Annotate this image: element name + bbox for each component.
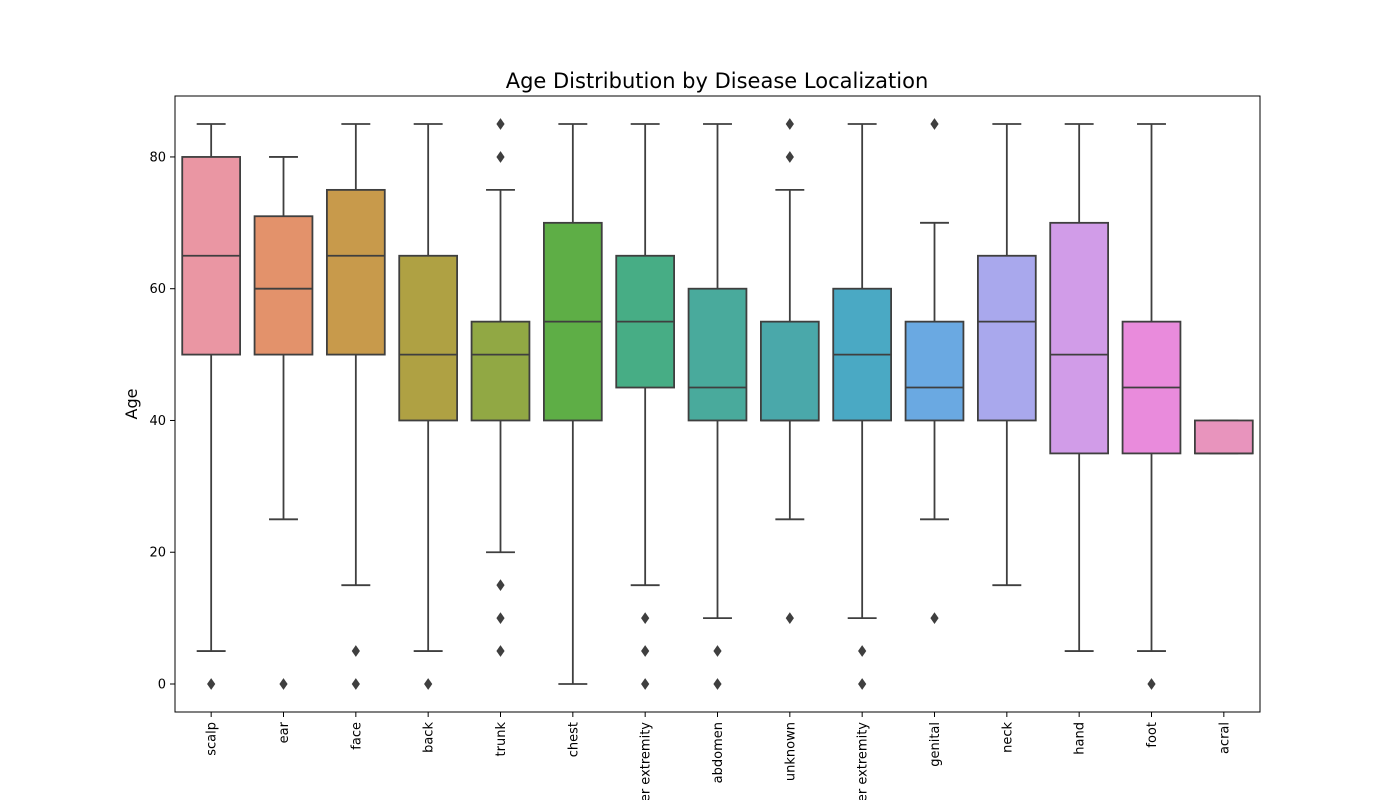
box-iqr bbox=[253, 215, 314, 356]
box-upper-extremity bbox=[615, 123, 676, 690]
x-tick-label: upper extremity bbox=[639, 722, 654, 800]
box-iqr bbox=[760, 320, 820, 422]
outlier-point bbox=[641, 645, 650, 657]
x-tick-label: foot bbox=[1145, 722, 1160, 748]
box-face bbox=[325, 123, 386, 690]
outlier-point bbox=[496, 579, 505, 592]
outlier-point bbox=[858, 678, 867, 690]
y-tick-label: 20 bbox=[149, 546, 166, 561]
box-iqr bbox=[470, 320, 531, 422]
outlier-point bbox=[351, 645, 360, 657]
y-tick-label: 80 bbox=[149, 150, 166, 165]
outlier-point bbox=[930, 612, 939, 624]
y-tick-label: 60 bbox=[149, 282, 166, 297]
box-lower-extremity bbox=[832, 123, 893, 690]
outlier-point bbox=[641, 612, 650, 624]
x-tick-label: lower extremity bbox=[856, 722, 871, 800]
x-tick-label: neck bbox=[1000, 722, 1015, 753]
outlier-point bbox=[496, 612, 505, 624]
outlier-point bbox=[496, 151, 505, 163]
x-tick-label: chest bbox=[566, 722, 581, 757]
box-hand bbox=[1049, 123, 1109, 652]
box-scalp bbox=[181, 123, 242, 690]
box-iqr bbox=[1049, 221, 1109, 455]
outlier-point bbox=[785, 612, 794, 624]
x-tick-label: unknown bbox=[783, 722, 798, 781]
box-iqr bbox=[398, 254, 459, 422]
box-trunk bbox=[470, 118, 531, 657]
outlier-point bbox=[641, 678, 650, 690]
outlier-point bbox=[496, 645, 505, 657]
y-axis-label: Age bbox=[122, 389, 141, 420]
boxes-layer bbox=[181, 118, 1254, 690]
x-tick-label: trunk bbox=[494, 722, 509, 757]
x-tick-label: hand bbox=[1073, 722, 1088, 755]
outlier-point bbox=[713, 645, 722, 657]
box-abdomen bbox=[687, 123, 748, 690]
x-axis-ticks: scalp ear face back trunk chest upper extremit… bbox=[205, 712, 1232, 800]
x-tick-label: back bbox=[422, 722, 437, 753]
outlier-point bbox=[930, 118, 939, 130]
outlier-point bbox=[496, 118, 505, 130]
box-acral bbox=[1194, 419, 1254, 455]
outlier-point bbox=[424, 678, 433, 690]
outlier-point bbox=[713, 678, 722, 690]
box-back bbox=[398, 123, 459, 690]
outlier-point bbox=[785, 151, 794, 163]
x-tick-label: genital bbox=[928, 722, 943, 767]
box-unknown bbox=[760, 118, 820, 624]
y-tick-label: 40 bbox=[149, 414, 166, 429]
x-tick-label: ear bbox=[277, 721, 292, 743]
x-tick-label: scalp bbox=[205, 722, 220, 756]
x-tick-label: abdomen bbox=[711, 722, 726, 783]
box-ear bbox=[253, 156, 314, 690]
box-iqr bbox=[977, 254, 1037, 422]
y-tick-label: 0 bbox=[158, 678, 166, 693]
outlier-point bbox=[351, 678, 360, 690]
box-iqr bbox=[325, 188, 386, 356]
outlier-point bbox=[785, 118, 794, 130]
box-iqr bbox=[1194, 419, 1254, 455]
box-genital bbox=[904, 118, 965, 624]
outlier-point bbox=[279, 678, 288, 690]
box-chest bbox=[543, 123, 603, 685]
chart-title: Age Distribution by Disease Localization bbox=[506, 69, 929, 93]
x-tick-label: face bbox=[349, 722, 364, 750]
box-foot bbox=[1121, 123, 1182, 690]
y-axis-ticks: 0 20 40 60 80 bbox=[149, 150, 175, 693]
box-iqr bbox=[904, 320, 965, 422]
outlier-point bbox=[207, 678, 216, 690]
box-iqr bbox=[687, 287, 748, 422]
x-tick-label: acral bbox=[1217, 722, 1232, 754]
outlier-point bbox=[858, 645, 867, 657]
box-neck bbox=[977, 123, 1037, 587]
plot-area-frame bbox=[174, 95, 1261, 713]
outlier-point bbox=[1147, 678, 1156, 690]
